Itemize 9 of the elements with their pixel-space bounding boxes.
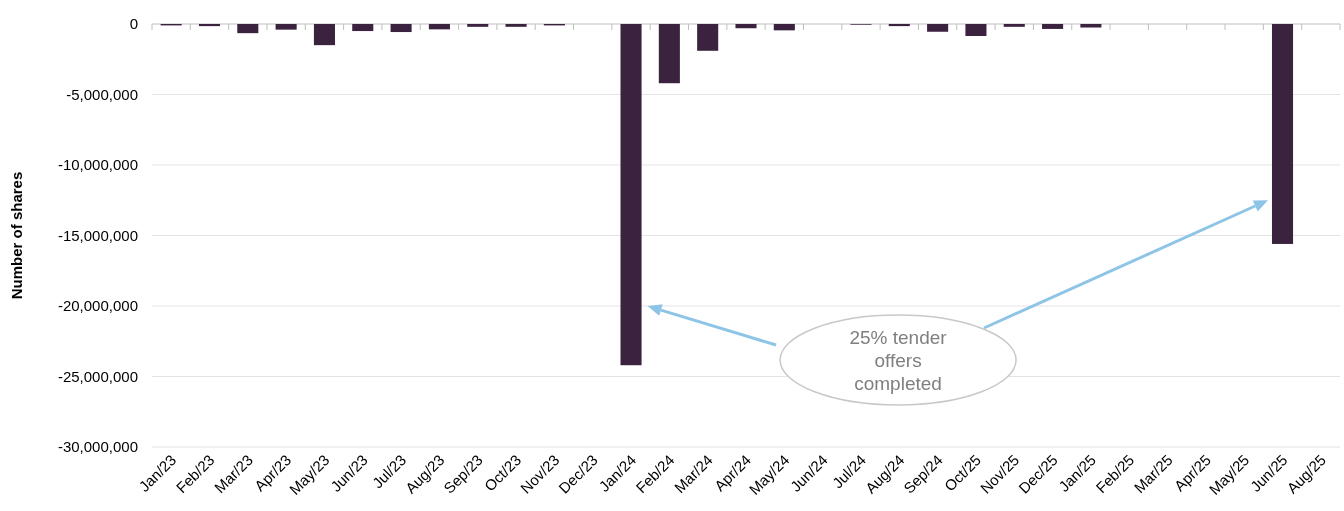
annotation: 25% tender offers completed (849, 327, 948, 394)
y-tick-label: -10,000,000 (57, 156, 138, 174)
y-tick-label: -15,000,000 (57, 226, 138, 244)
y-axis-title: Number of shares (8, 171, 25, 300)
y-tick-label: -5,000,000 (66, 85, 138, 103)
y-tick-label: 0 (129, 15, 138, 33)
y-tick-label: -20,000,000 (57, 297, 138, 315)
y-tick-label: -25,000,000 (57, 367, 138, 385)
y-tick-label: -30,000,000 (57, 438, 138, 456)
